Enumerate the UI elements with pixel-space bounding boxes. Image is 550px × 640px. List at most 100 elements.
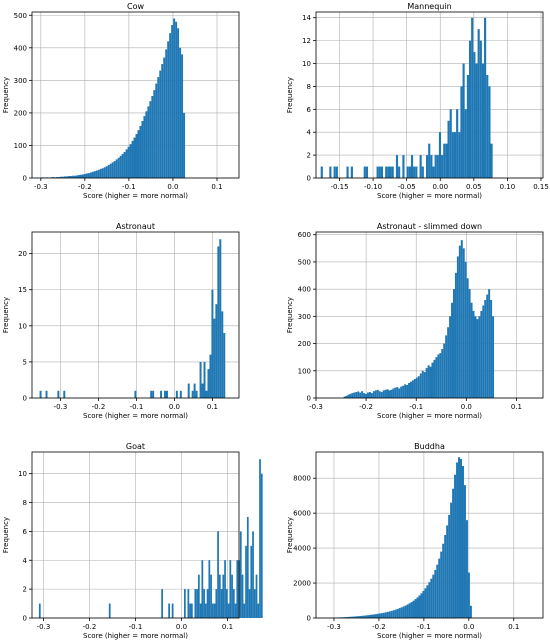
histogram-bar (447, 120, 450, 178)
axes-frame (31, 231, 240, 399)
histogram-bar (421, 370, 424, 398)
x-tick-label: -0.3 (309, 403, 323, 411)
x-tick-label: -0.2 (372, 623, 386, 631)
histogram-bar (131, 140, 134, 178)
x-tick-label: 0.1 (207, 403, 218, 411)
histogram-bar (470, 302, 473, 398)
histogram-bar (402, 606, 405, 618)
axes-frame (315, 451, 544, 619)
histogram-bar (395, 155, 399, 178)
y-axis-label: Frequency (286, 517, 294, 553)
histogram-bar (145, 111, 148, 178)
histogram-bar (175, 21, 178, 178)
histogram-bar (227, 603, 230, 618)
histogram-bar (474, 316, 477, 398)
histogram-bar (196, 589, 198, 618)
histogram-bar (486, 294, 489, 398)
histogram-bar (394, 387, 397, 398)
histogram-bar (239, 531, 242, 618)
histogram-bar (353, 392, 356, 398)
histogram-bar (432, 574, 435, 618)
histogram-bar (415, 166, 418, 178)
y-tick-label: 0 (23, 175, 27, 183)
histogram-bar (359, 392, 362, 398)
histogram-bar (439, 353, 442, 398)
histogram-bar (441, 349, 444, 398)
histogram-bar (478, 316, 481, 398)
histogram-bar (201, 560, 204, 618)
histogram-bar (234, 603, 237, 618)
histogram-bar (388, 611, 391, 618)
histogram-bar (255, 574, 258, 618)
chart-title: Goat (126, 442, 145, 451)
y-tick-label: 2000 (293, 580, 311, 588)
histogram-bar (423, 372, 426, 398)
histogram-bar (335, 166, 338, 178)
x-tick-label: 0.10 (500, 183, 516, 191)
y-tick-label: 500 (14, 12, 27, 20)
histogram-bar (436, 155, 439, 178)
histogram-bar (117, 157, 120, 178)
x-axis-label: Score (higher = more normal) (83, 412, 188, 420)
y-tick-label: 6 (307, 106, 312, 114)
histogram-bar (151, 95, 154, 178)
x-tick-label: -0.3 (327, 623, 341, 631)
histogram-bar (465, 520, 468, 618)
histogram-bar (392, 610, 395, 618)
x-tick-label: 0.00 (432, 183, 448, 191)
histogram-bar (153, 90, 156, 178)
histogram-bar (370, 393, 373, 398)
y-tick-label: 600 (298, 231, 311, 239)
histogram-bar (163, 57, 166, 178)
histogram-bar (191, 390, 194, 398)
histogram-bar (248, 589, 251, 618)
histogram-bar (386, 611, 389, 618)
histogram-bar (56, 177, 59, 178)
histogram-bar (87, 173, 90, 178)
histogram-bar (460, 240, 463, 398)
histogram-bar (168, 603, 170, 618)
histogram-bar (490, 143, 493, 178)
histogram-bar (91, 171, 94, 178)
y-tick-label: 500 (298, 258, 311, 266)
histogram-bar (135, 134, 138, 178)
histogram-bar (221, 311, 224, 398)
y-tick-label: 8000 (293, 475, 311, 483)
histogram-bar (446, 525, 449, 618)
histogram-bar (161, 64, 164, 178)
histogram-bar (58, 177, 61, 178)
histogram-bar (179, 390, 182, 398)
histogram-bar (408, 166, 411, 178)
histogram-bar (448, 514, 451, 618)
histogram-bar (201, 383, 204, 398)
histogram-bar (384, 389, 387, 398)
histogram-bar (245, 545, 247, 618)
histogram-bar (406, 166, 409, 178)
histogram-bar (458, 245, 461, 398)
histogram-bar (52, 177, 55, 178)
histogram-bar (471, 17, 474, 179)
histogram-bar (374, 614, 377, 618)
y-tick-label: 12 (302, 37, 311, 45)
histogram-bar (461, 465, 464, 618)
histogram-bar (367, 615, 370, 618)
histogram-bar (171, 25, 174, 178)
histogram-bar (357, 391, 360, 398)
x-tick-label: -0.1 (130, 403, 144, 411)
histogram-bar (209, 354, 212, 398)
y-tick-label: 2 (23, 586, 27, 594)
histogram-bar (350, 166, 353, 178)
histogram-bar (467, 572, 470, 618)
x-tick-label: -0.2 (92, 403, 106, 411)
histogram-bar (115, 159, 118, 178)
histogram-bar (408, 383, 411, 398)
histogram-bar (419, 373, 422, 398)
histogram-bar (199, 603, 202, 618)
histogram-bar (257, 603, 260, 618)
histogram-bar (415, 377, 418, 398)
histogram-bar (460, 458, 462, 618)
histogram-bar (454, 474, 457, 618)
histogram-bar (167, 41, 170, 179)
histogram-bar (456, 462, 459, 618)
y-tick-label: 10 (18, 322, 27, 330)
